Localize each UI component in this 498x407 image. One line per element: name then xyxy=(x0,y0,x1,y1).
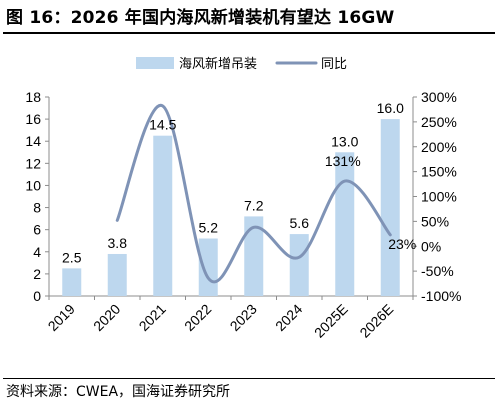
bar xyxy=(107,253,127,296)
legend-bar-swatch xyxy=(136,57,174,69)
y-left-tick-label: 2 xyxy=(33,266,41,282)
bar-data-label: 3.8 xyxy=(108,235,128,251)
y-right-tick-label: -100% xyxy=(421,288,461,304)
x-tick-label: 2019 xyxy=(45,301,78,334)
y-right-tick-label: 0% xyxy=(421,238,441,254)
chart: 海风新增吊装 同比 0 2 4 6 8 10 12 14 16 18 -100% -50% 0% 50% 1… xyxy=(25,56,461,341)
bar-data-label: 5.6 xyxy=(290,215,310,231)
y-left-tick-label: 0 xyxy=(33,288,41,304)
bar-data-label: 14.5 xyxy=(149,117,176,133)
title-rule xyxy=(3,32,495,34)
legend-bar-label: 海风新增吊装 xyxy=(179,56,257,72)
x-tick-label: 2025E xyxy=(311,301,351,341)
y-left-tick-label: 8 xyxy=(33,200,41,216)
x-tick-label: 2026E xyxy=(356,301,396,341)
bar-data-label: 5.2 xyxy=(199,220,219,236)
yoy-line xyxy=(115,104,392,284)
source-note: 资料来源：CWEA，国海证券研究所 xyxy=(6,384,231,400)
bar xyxy=(62,268,82,296)
y-right-tick-label: 50% xyxy=(421,213,449,229)
line-data-label: 23% xyxy=(388,236,416,252)
bar xyxy=(198,238,218,296)
x-tick-label: 2022 xyxy=(181,301,214,334)
y-left-tick-label: 12 xyxy=(25,155,41,171)
legend: 海风新增吊装 同比 xyxy=(136,56,347,72)
y-left-tick-label: 18 xyxy=(25,89,41,105)
bar xyxy=(244,216,264,296)
y-left-tick-label: 16 xyxy=(25,111,41,127)
bar xyxy=(289,234,309,296)
y-left-tick-label: 6 xyxy=(33,222,41,238)
y-right-tick-label: -50% xyxy=(421,263,454,279)
bar-data-label: 7.2 xyxy=(244,197,264,213)
x-tick-label: 2023 xyxy=(227,301,260,334)
y-right-tick-label: 250% xyxy=(421,114,457,130)
y-right-tick-label: 300% xyxy=(421,89,457,105)
y-left-tick-label: 14 xyxy=(25,133,41,149)
plot-area: 0 2 4 6 8 10 12 14 16 18 -100% -50% 0% 50% 100% 150% 200… xyxy=(25,89,461,341)
y-right-tick-label: 200% xyxy=(421,139,457,155)
x-tick-label: 2021 xyxy=(136,301,169,334)
y-left-tick-label: 4 xyxy=(33,244,41,260)
line-data-label: 131% xyxy=(325,153,361,169)
bar-data-label: 16.0 xyxy=(377,100,404,116)
y-right-tick-label: 100% xyxy=(421,189,457,205)
y-left-tick-label: 10 xyxy=(25,177,41,193)
bar-data-label: 13.0 xyxy=(331,133,358,149)
y-right-tick-label: 150% xyxy=(421,164,457,180)
source-rule xyxy=(3,378,495,379)
bar xyxy=(335,152,355,296)
x-tick-label: 2024 xyxy=(272,301,305,334)
figure-title: 图 16：2026 年国内海风新增装机有望达 16GW xyxy=(6,8,395,28)
bar-data-label: 2.5 xyxy=(62,249,82,265)
x-tick-label: 2020 xyxy=(90,301,123,334)
bar xyxy=(153,135,173,296)
bar xyxy=(380,119,400,296)
legend-line-label: 同比 xyxy=(321,57,347,72)
